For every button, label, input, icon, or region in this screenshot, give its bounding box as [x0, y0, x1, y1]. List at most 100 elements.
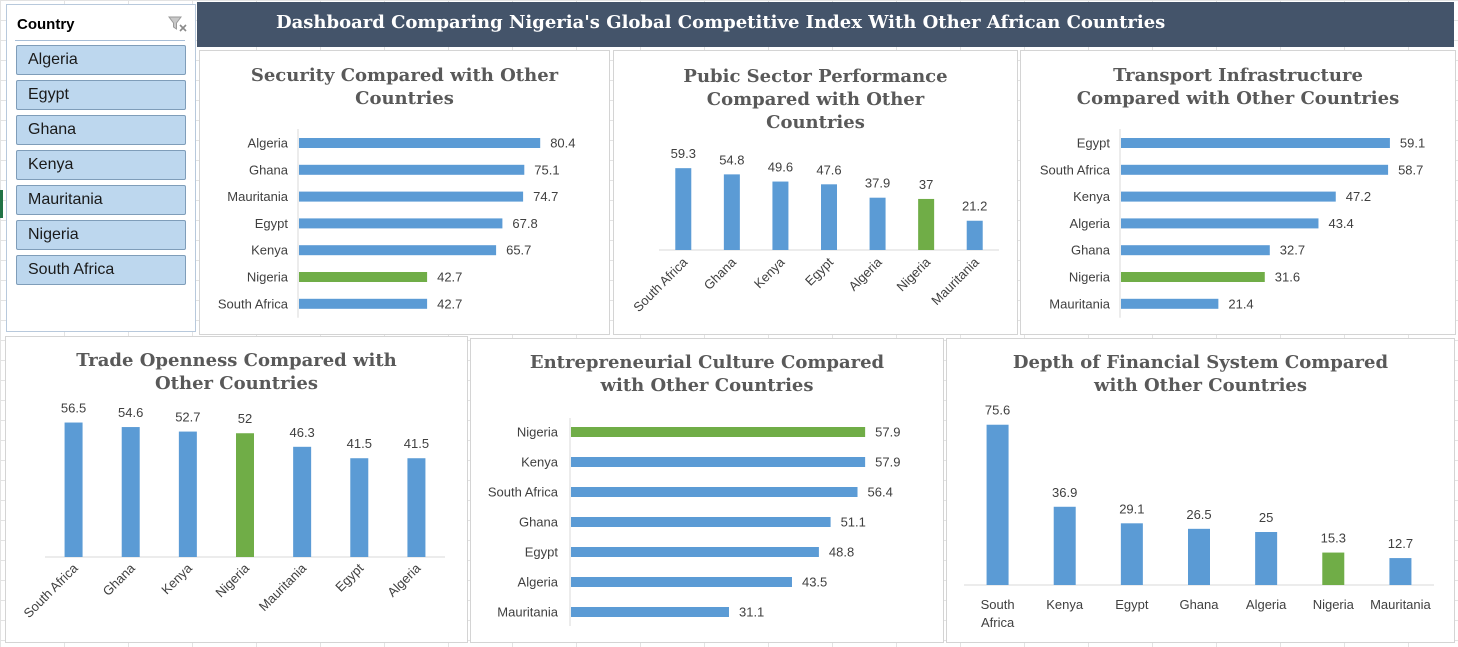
slicer-item-ghana[interactable]: Ghana [16, 115, 186, 145]
bar-egypt [350, 458, 369, 557]
bar-ghana [1121, 245, 1270, 256]
category-label-kenya: Kenya [1046, 597, 1084, 612]
bar-south-africa [299, 298, 428, 309]
bar-mauritania [1389, 558, 1412, 585]
slicer-item-egypt[interactable]: Egypt [16, 80, 186, 110]
value-label-mauritania: 46.3 [289, 425, 314, 440]
bar-egypt [1121, 138, 1390, 148]
value-label-algeria: 37.9 [865, 176, 890, 191]
trade-openness-chart[interactable]: Trade Openness Compared with Other Count… [5, 336, 468, 643]
category-label-egypt: Egypt [1115, 597, 1149, 612]
chart-plot: Algeria 80.4 Ghana 75.1 Mauritania 74.7 Egypt 6… [218, 129, 576, 318]
bar-mauritania [1121, 298, 1219, 309]
slicer-item-nigeria[interactable]: Nigeria [16, 220, 186, 250]
clear-filter-icon[interactable] [168, 15, 188, 33]
slicer-title: Country [17, 16, 75, 33]
bar-south-africa [64, 422, 83, 557]
bar-kenya [1053, 506, 1076, 585]
slicer-item-kenya[interactable]: Kenya [16, 150, 186, 180]
value-label-ghana: 26.5 [1186, 507, 1211, 522]
value-label-south-africa: 56.4 [868, 485, 893, 500]
value-label-ghana: 51.1 [841, 515, 866, 530]
bar-nigeria [1322, 552, 1345, 585]
category-label-mauritania: Mauritania [928, 254, 982, 308]
bar-kenya [299, 245, 497, 256]
value-label-kenya: 52.7 [175, 410, 200, 425]
value-label-mauritania: 12.7 [1388, 536, 1413, 551]
slicer-item-south-africa[interactable]: South Africa [16, 255, 186, 285]
value-label-algeria: 80.4 [550, 136, 575, 151]
value-label-mauritania: 74.7 [533, 189, 558, 204]
category-label-mauritania: Mauritania [1370, 597, 1431, 612]
category-label-egypt: Egypt [525, 545, 559, 560]
value-label-mauritania: 21.2 [962, 199, 987, 214]
category-label-algeria: Algeria [1070, 216, 1111, 231]
category-label-south-africa-line-1: South [981, 597, 1015, 612]
value-label-kenya: 49.6 [768, 160, 793, 175]
dashboard-title-banner: Dashboard Comparing Nigeria's Global Com… [197, 2, 1454, 47]
category-label-nigeria: Nigeria [1313, 597, 1355, 612]
category-label-nigeria: Nigeria [894, 254, 934, 294]
value-label-egypt: 47.6 [816, 162, 841, 177]
bar-nigeria [918, 198, 935, 250]
value-label-nigeria: 15.3 [1321, 531, 1346, 546]
slicer-item-mauritania[interactable]: Mauritania [16, 185, 186, 215]
bar-nigeria [236, 433, 254, 557]
category-label-mauritania: Mauritania [1049, 296, 1110, 311]
category-label-nigeria: Nigeria [247, 270, 289, 285]
category-label-kenya: Kenya [158, 560, 195, 597]
value-label-nigeria: 42.7 [437, 270, 462, 285]
value-label-kenya: 65.7 [506, 243, 531, 258]
category-label-ghana: Ghana [1071, 243, 1111, 258]
slicer-item-algeria[interactable]: Algeria [16, 45, 186, 75]
category-label-mauritania: Mauritania [497, 605, 558, 620]
value-label-algeria: 43.4 [1328, 216, 1353, 231]
bar-ghana [1188, 528, 1210, 585]
bar-egypt [571, 547, 819, 557]
value-label-ghana: 54.8 [719, 152, 744, 167]
value-label-ghana: 54.6 [118, 405, 143, 420]
value-label-algeria: 25 [1259, 510, 1273, 525]
category-label-algeria: Algeria [518, 575, 559, 590]
value-label-ghana: 75.1 [534, 162, 559, 177]
category-label-mauritania: Mauritania [227, 189, 288, 204]
bar-egypt [299, 218, 503, 229]
entrepreneurial-chart[interactable]: Entrepreneurial Culture Compared with Ot… [470, 338, 944, 643]
value-label-south-africa: 56.5 [61, 401, 86, 416]
value-label-south-africa: 58.7 [1398, 162, 1423, 177]
bar-mauritania [299, 191, 524, 202]
value-label-mauritania: 21.4 [1228, 296, 1253, 311]
category-label-kenya: Kenya [1073, 189, 1111, 204]
value-label-egypt: 59.1 [1400, 136, 1425, 151]
bar-nigeria [299, 272, 428, 282]
bar-algeria [407, 458, 426, 557]
category-label-egypt: Egypt [802, 254, 836, 288]
chart-plot: 56.5 South Africa 54.6 Ghana 52.7 Kenya 52 Nige… [21, 401, 445, 621]
financial-system-chart[interactable]: Depth of Financial System Compared with … [946, 338, 1455, 643]
value-label-egypt: 29.1 [1119, 501, 1144, 516]
bar-south-africa [1121, 164, 1389, 175]
category-label-south-africa: South Africa [630, 254, 691, 315]
bar-ghana [299, 164, 525, 175]
category-label-ghana: Ghana [1179, 597, 1219, 612]
public-sector-chart[interactable]: Pubic Sector Performance Compared with O… [613, 50, 1018, 335]
bar-kenya [1121, 191, 1336, 202]
category-label-south-africa: South Africa [21, 560, 82, 621]
category-label-ghana: Ghana [519, 515, 559, 530]
bar-south-africa [675, 168, 692, 250]
chart-title: Depth of Financial System Compared with … [1012, 352, 1389, 396]
security-chart[interactable]: Security Compared with Other Countries A… [199, 50, 610, 335]
value-label-kenya: 36.9 [1052, 485, 1077, 500]
transport-chart[interactable]: Transport Infrastructure Compared with O… [1020, 50, 1456, 335]
value-label-egypt: 48.8 [829, 545, 854, 560]
dashboard-title: Dashboard Comparing Nigeria's Global Com… [276, 12, 1166, 33]
value-label-south-africa: 75.6 [985, 403, 1010, 418]
category-label-south-africa: South Africa [488, 485, 559, 500]
category-label-egypt: Egypt [332, 560, 366, 594]
bar-algeria [1255, 532, 1278, 585]
bar-kenya [571, 457, 866, 467]
chart-title: Transport Infrastructure Compared with O… [1076, 65, 1400, 109]
chart-title: Entrepreneurial Culture Compared with Ot… [529, 352, 885, 396]
value-label-kenya: 57.9 [875, 455, 900, 470]
category-label-algeria: Algeria [845, 254, 885, 294]
